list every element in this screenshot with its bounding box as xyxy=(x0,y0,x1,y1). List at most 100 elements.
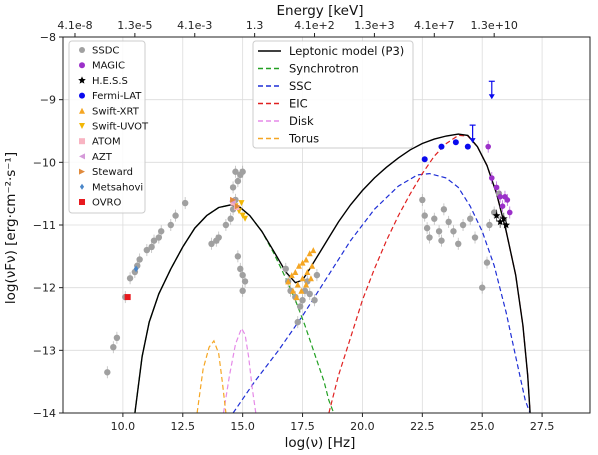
point-ssdc xyxy=(419,196,426,204)
curve-synchrotron xyxy=(134,204,335,413)
point-ssdc xyxy=(208,240,215,247)
point-ssdc xyxy=(110,344,117,351)
legend-item-fermi-lat: Fermi-LAT xyxy=(79,91,142,102)
legend-item-steward: Steward xyxy=(79,167,133,178)
legend-item-h-e-s-s: H.E.S.S xyxy=(78,76,128,87)
point-ssdc xyxy=(440,206,448,213)
point-magic xyxy=(506,209,513,216)
legend-label: Leptonic model (P3) xyxy=(289,44,404,58)
point-xrt xyxy=(295,262,302,269)
data-legend: SSDC MAGIC H.E.S.S Fermi-LAT Swift-XRT Swift-… xyxy=(68,40,149,214)
point-ssdc xyxy=(483,259,491,266)
legend-label: SSDC xyxy=(92,46,119,57)
legend-label: Swift-XRT xyxy=(92,106,140,117)
point-ssdc xyxy=(237,171,244,179)
point-ssdc xyxy=(459,221,467,229)
point-xrt xyxy=(293,294,300,301)
legend-label: H.E.S.S xyxy=(92,76,128,87)
legend-marker xyxy=(79,138,85,145)
point-ssdc xyxy=(486,221,493,229)
point-fermi xyxy=(438,143,445,150)
point-fermi xyxy=(421,156,428,163)
point-ssdc xyxy=(438,237,445,244)
x-tick-label: 22.5 xyxy=(410,420,435,433)
points-steward xyxy=(230,196,241,210)
y-tick-label: −10 xyxy=(33,156,56,169)
legend-label: SSC xyxy=(289,79,312,93)
point-xrt xyxy=(292,269,299,275)
legend-item-disk: Disk xyxy=(258,114,314,128)
legend-marker xyxy=(79,168,85,175)
point-ssdc xyxy=(167,221,174,229)
point-steward xyxy=(234,203,241,210)
point-hess xyxy=(496,217,504,226)
legend-label: MAGIC xyxy=(92,61,125,72)
top-tick-label: 4.1e+7 xyxy=(414,19,454,32)
legend-label: Metsahovi xyxy=(92,182,143,193)
top-tick-label: 1.3e+10 xyxy=(470,19,517,32)
x-tick-label: 10.0 xyxy=(111,420,136,433)
point-ovro xyxy=(124,294,131,301)
point-hess xyxy=(492,211,501,219)
curve-torus xyxy=(196,339,227,413)
point-ssdc xyxy=(148,243,155,251)
x-tick-label: 25.0 xyxy=(470,420,495,433)
point-ssdc xyxy=(126,275,134,282)
point-xrt xyxy=(299,275,306,282)
y-tick-label: −8 xyxy=(40,31,56,44)
point-ssdc xyxy=(455,240,462,247)
legend-marker xyxy=(79,47,85,53)
model-curves xyxy=(134,133,531,413)
point-fermi xyxy=(464,143,471,150)
point-ssdc xyxy=(435,228,443,235)
legend-item-swift-xrt: Swift-XRT xyxy=(79,106,140,117)
point-ssdc xyxy=(421,212,428,219)
point-magic xyxy=(499,203,506,209)
top-tick-label: 1.3e+3 xyxy=(354,19,394,32)
point-magic xyxy=(504,197,511,203)
point-hess xyxy=(502,221,510,229)
top-tick-label: 1.3 xyxy=(246,19,264,32)
point-ssdc xyxy=(426,234,433,241)
legend-item-ssdc: SSDC xyxy=(79,46,119,57)
model-legend-box xyxy=(252,40,414,149)
point-ssdc xyxy=(155,234,163,241)
y-axis-label: log(νFν) [erg·cm⁻²·s⁻¹] xyxy=(3,152,19,304)
point-magic xyxy=(493,184,500,191)
point-xrt xyxy=(289,287,296,294)
top-axis-label: Energy [keV] xyxy=(277,3,364,19)
legend-label: ATOM xyxy=(92,137,121,148)
point-ssdc xyxy=(241,278,249,285)
point-ssdc xyxy=(234,177,242,185)
y-tick-label: −9 xyxy=(40,94,56,107)
point-ssdc xyxy=(431,215,438,222)
legend-label: EIC xyxy=(289,97,308,111)
point-xrt xyxy=(285,278,292,285)
points-metsahovi xyxy=(133,265,139,273)
point-xrt xyxy=(299,259,306,266)
point-metsahovi xyxy=(133,265,139,273)
point-hess xyxy=(500,214,508,222)
point-ssdc xyxy=(232,168,239,175)
point-magic xyxy=(485,143,491,150)
point-magic xyxy=(488,175,495,181)
point-uvot xyxy=(239,212,246,219)
top-tick-label: 1.3e-5 xyxy=(117,19,152,32)
x-tick-label: 17.5 xyxy=(290,420,315,433)
point-ssdc xyxy=(296,303,304,310)
point-ssdc xyxy=(104,369,111,376)
points-fermi-upper-limits xyxy=(469,80,495,144)
legend-item-torus: Torus xyxy=(258,132,319,146)
point-xrt xyxy=(310,247,317,254)
legend-marker xyxy=(79,107,85,114)
point-ssdc xyxy=(239,287,246,294)
legend-marker xyxy=(78,76,86,84)
points-fermi xyxy=(421,139,471,163)
legend-label: Synchrotron xyxy=(289,62,359,76)
y-tick-label: −12 xyxy=(33,282,56,295)
upper-limit-arrowhead xyxy=(488,94,495,100)
point-ssdc xyxy=(237,265,244,273)
point-xrt xyxy=(294,281,301,288)
data-legend-box xyxy=(68,40,146,214)
